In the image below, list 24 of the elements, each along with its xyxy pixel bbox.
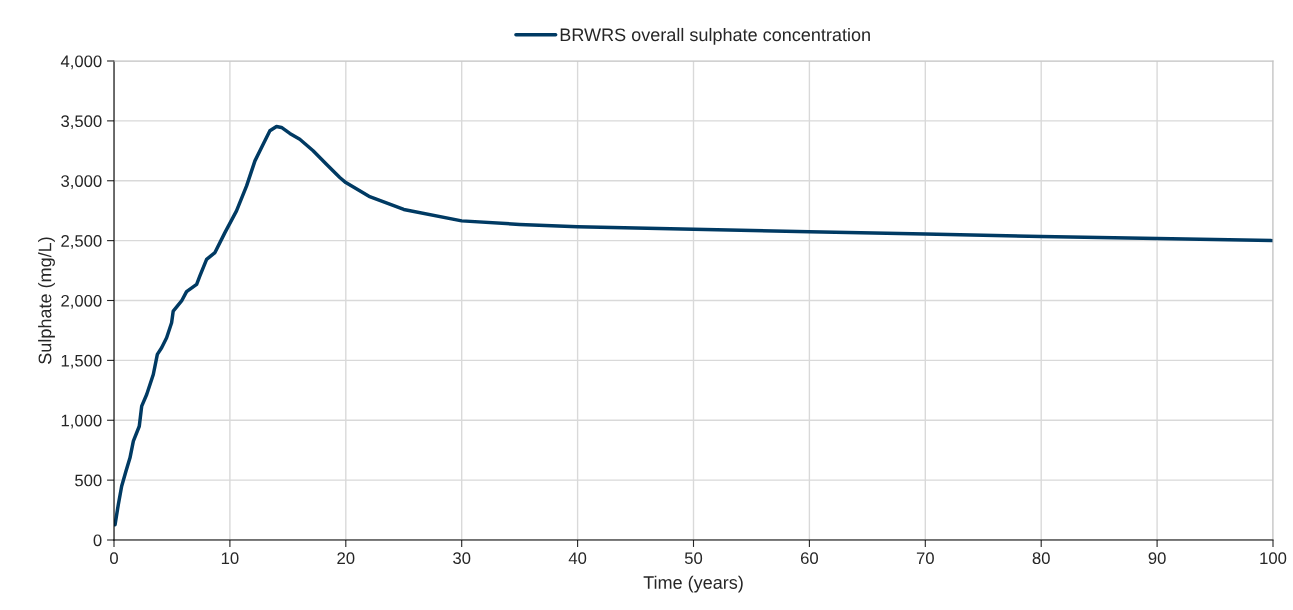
y-axis-title: Sulphate (mg/L) — [38, 237, 55, 364]
x-tick-label: 70 — [916, 552, 934, 565]
line-series — [114, 124, 1273, 527]
x-tick-label: 90 — [1148, 552, 1166, 565]
x-tick-label: 60 — [800, 552, 819, 565]
y-tick-label: 3,000 — [61, 175, 102, 189]
x-tick-label: 80 — [1032, 552, 1050, 565]
y-tick-label: 1,000 — [61, 414, 102, 429]
y-tick-label: 1,500 — [61, 354, 102, 369]
y-tick-label: 2,500 — [61, 235, 102, 249]
x-tick-label: 40 — [568, 552, 587, 565]
x-axis-title: Time (years) — [643, 575, 743, 593]
y-tick-label: 3,500 — [61, 115, 102, 130]
y-tick-label: 0 — [93, 534, 102, 547]
x-tick-label: 20 — [337, 552, 355, 565]
y-tick-label: 4,000 — [60, 55, 102, 70]
x-tick-label: 100 — [1260, 552, 1287, 565]
x-tick-label: 30 — [453, 552, 471, 565]
x-tick-label: 50 — [684, 552, 703, 565]
legend-label: BRWRS overall sulphate concentration — [560, 27, 870, 45]
x-tick-label: 0 — [110, 552, 118, 565]
x-tick-label: 10 — [221, 552, 239, 565]
y-tick-label: 500 — [75, 474, 102, 487]
y-tick-label: 2,000 — [61, 294, 102, 309]
